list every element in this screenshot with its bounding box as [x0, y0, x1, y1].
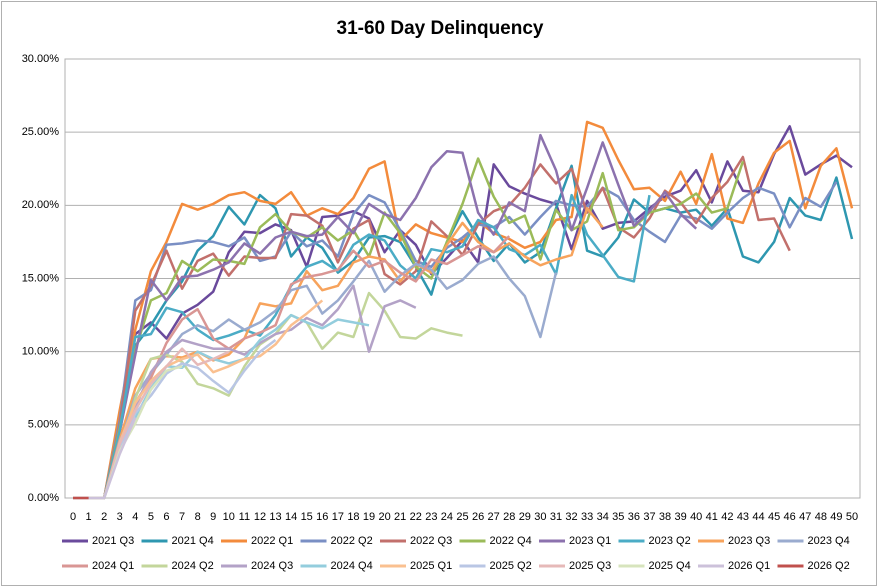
x-tick-label: 1 [86, 511, 92, 523]
legend-label: 2026 Q2 [808, 560, 850, 572]
x-tick-label: 4 [132, 511, 138, 523]
legend-label: 2025 Q3 [569, 560, 611, 572]
y-tick-label: 10.00% [22, 346, 60, 358]
x-tick-label: 43 [737, 511, 749, 523]
x-tick-label: 29 [519, 511, 531, 523]
x-tick-label: 31 [550, 511, 562, 523]
x-tick-label: 26 [472, 511, 484, 523]
x-tick-label: 39 [674, 511, 686, 523]
legend-label: 2022 Q1 [251, 535, 293, 547]
x-tick-label: 22 [410, 511, 422, 523]
legend-label: 2024 Q4 [331, 560, 373, 572]
legend-label: 2023 Q3 [728, 535, 770, 547]
x-tick-label: 8 [195, 511, 201, 523]
x-tick-label: 7 [179, 511, 185, 523]
legend-label: 2024 Q2 [172, 560, 214, 572]
x-tick-label: 17 [332, 511, 344, 523]
x-tick-label: 41 [706, 511, 718, 523]
x-tick-label: 13 [269, 511, 281, 523]
x-tick-label: 32 [565, 511, 577, 523]
x-tick-label: 20 [378, 511, 390, 523]
legend-label: 2024 Q1 [92, 560, 134, 572]
y-tick-label: 25.00% [22, 126, 60, 138]
x-tick-label: 25 [456, 511, 468, 523]
legend-label: 2021 Q3 [92, 535, 134, 547]
x-tick-label: 9 [210, 511, 216, 523]
legend-label: 2026 Q1 [728, 560, 770, 572]
x-tick-label: 34 [597, 511, 609, 523]
x-tick-label: 27 [488, 511, 500, 523]
x-tick-label: 18 [347, 511, 359, 523]
x-tick-label: 46 [784, 511, 796, 523]
legend-label: 2025 Q2 [490, 560, 532, 572]
x-tick-label: 15 [301, 511, 313, 523]
x-tick-label: 24 [441, 511, 453, 523]
x-tick-label: 5 [148, 511, 154, 523]
series-line [73, 133, 698, 500]
y-tick-label: 30.00% [22, 53, 60, 65]
x-tick-label: 44 [752, 511, 764, 523]
x-tick-label: 35 [612, 511, 624, 523]
x-tick-label: 45 [768, 511, 780, 523]
series-line [73, 193, 651, 500]
legend-label: 2023 Q1 [569, 535, 611, 547]
x-tick-label: 16 [316, 511, 328, 523]
y-tick-label: 0.00% [28, 492, 59, 504]
x-tick-label: 19 [363, 511, 375, 523]
x-tick-label: 3 [117, 511, 123, 523]
y-tick-label: 5.00% [28, 419, 59, 431]
series-line [73, 157, 745, 500]
legend-label: 2023 Q4 [808, 535, 850, 547]
x-tick-label: 48 [815, 511, 827, 523]
x-tick-label: 36 [628, 511, 640, 523]
legend-label: 2025 Q1 [410, 560, 452, 572]
y-tick-label: 20.00% [22, 199, 60, 211]
x-tick-label: 21 [394, 511, 406, 523]
x-tick-label: 11 [239, 511, 250, 523]
legend-label: 2022 Q4 [490, 535, 532, 547]
x-tick-label: 0 [70, 511, 76, 523]
series-line [73, 181, 838, 500]
x-tick-label: 49 [830, 511, 842, 523]
series-line [73, 120, 854, 500]
legend-label: 2023 Q2 [649, 535, 691, 547]
series-line [73, 155, 791, 500]
x-tick-label: 40 [690, 511, 702, 523]
x-tick-label: 2 [101, 511, 107, 523]
legend-label: 2022 Q2 [331, 535, 373, 547]
x-tick-label: 14 [285, 511, 297, 523]
legend-label: 2021 Q4 [172, 535, 214, 547]
chart-title: 31-60 Day Delinquency [337, 18, 544, 39]
legend-label: 2025 Q4 [649, 560, 691, 572]
x-tick-label: 10 [223, 511, 235, 523]
x-tick-label: 42 [721, 511, 733, 523]
x-tick-label: 30 [534, 511, 546, 523]
x-tick-label: 33 [581, 511, 593, 523]
x-tick-label: 50 [846, 511, 858, 523]
series-line [73, 164, 854, 500]
x-tick-label: 12 [254, 511, 266, 523]
y-tick-label: 15.00% [22, 272, 60, 284]
x-tick-label: 37 [643, 511, 655, 523]
x-tick-label: 23 [425, 511, 437, 523]
x-tick-label: 38 [659, 511, 671, 523]
legend-label: 2022 Q3 [410, 535, 452, 547]
x-tick-label: 47 [799, 511, 811, 523]
x-tick-label: 6 [163, 511, 169, 523]
x-tick-label: 28 [503, 511, 515, 523]
legend-label: 2024 Q3 [251, 560, 293, 572]
